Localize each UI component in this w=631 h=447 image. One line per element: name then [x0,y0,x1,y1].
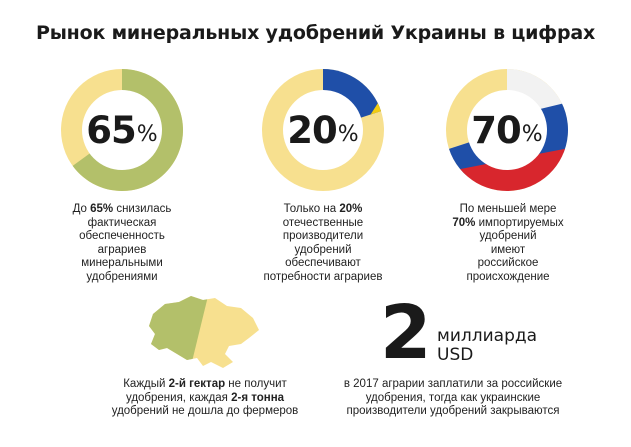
percent-sign: % [521,121,543,147]
donut-chart-70: 70% [445,68,569,192]
caption-70: По меньшей мере 70% импортируемых удобрени… [452,203,564,283]
donut-svg-70 [446,69,568,191]
percent-value: 20 [287,108,337,152]
map-caption: Каждый 2-й гектар не получит удобрения, к… [111,378,299,417]
caption-20: Только на 20% отечественные производители у… [263,203,383,283]
donut-svg-20 [262,69,384,191]
percent-label-20: 20% [261,68,385,192]
donut-chart-20: 20% [261,68,385,192]
percent-value: 70 [471,108,521,152]
donut-hole [283,90,363,170]
percent-sign: % [337,121,359,147]
donut-hole [467,90,547,170]
ukraine-map-icon [149,296,259,368]
percent-sign: % [136,121,158,147]
percent-label-65: 65% [60,68,184,192]
donut-svg-65 [61,69,184,192]
caption-65: До 65% снизилась фактическая обеспеченност… [72,203,172,283]
money-unit-line1: миллиарда [437,326,538,346]
money-unit-line2: USD [437,345,474,365]
percent-label-70: 70% [445,68,569,192]
percent-value: 65 [86,108,136,152]
donut-hole [82,90,162,170]
money-caption: в 2017 аграрии заплатили за российские у… [343,378,563,417]
donut-chart-65: 65% [60,68,184,192]
money-amount: 2 [380,290,431,376]
page-title: Рынок минеральных удобрений Украины в ци… [35,22,596,44]
